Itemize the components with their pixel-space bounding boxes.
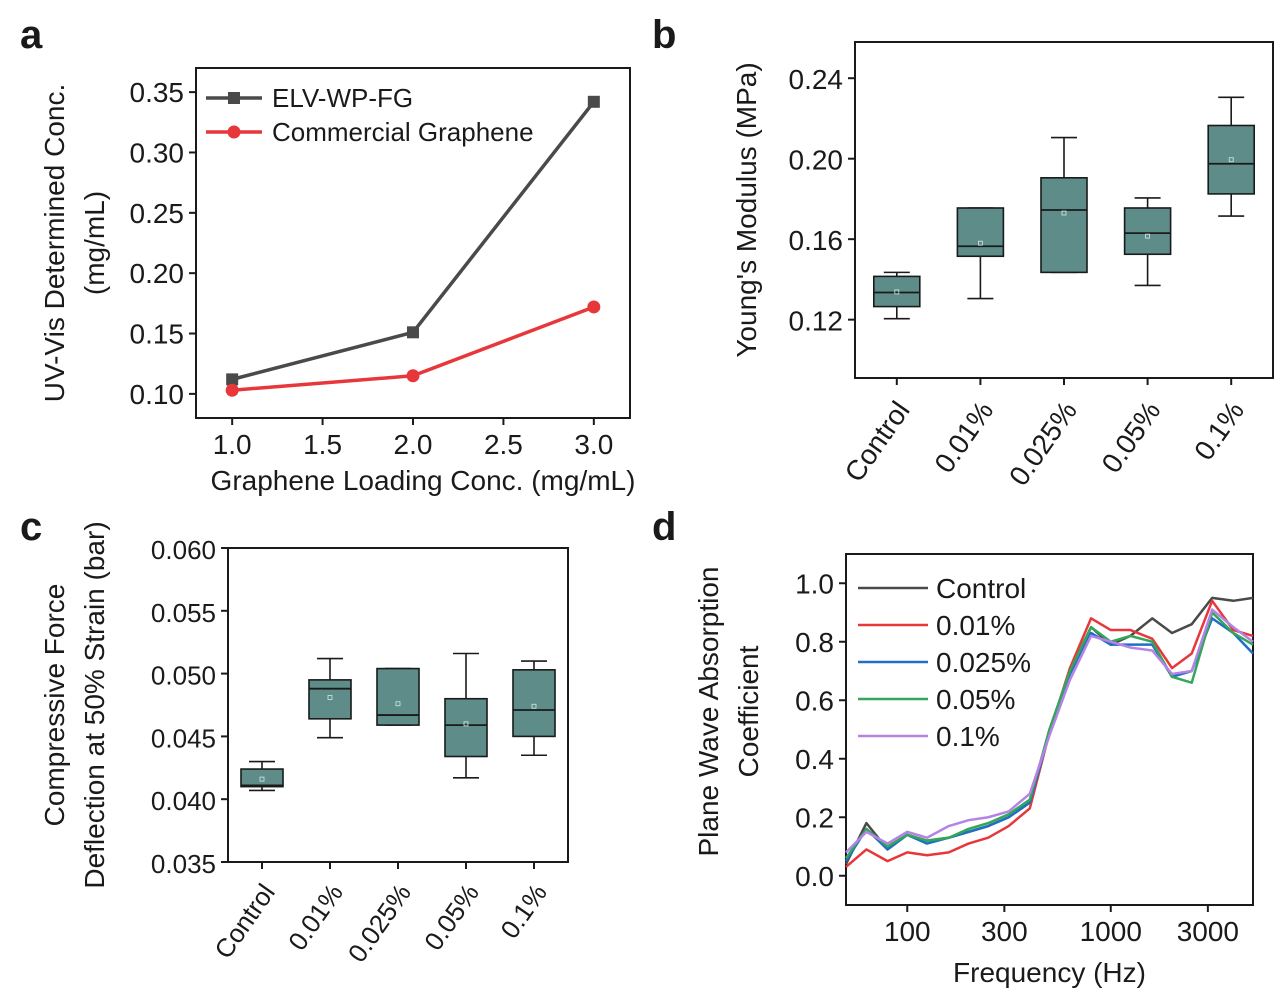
x-category-label: 0.05%	[1096, 396, 1167, 479]
box-body	[872, 275, 921, 308]
data-point-square	[226, 373, 239, 386]
y-tick-label: 0.4	[795, 744, 834, 775]
x-category-label: 0.025%	[1003, 396, 1083, 492]
x-tick-label: 3.0	[574, 429, 613, 460]
y-tick-label: 0.060	[151, 535, 216, 565]
panel-b-box-chart: 0.12 0.16 0.20 0.24 Control 0.01% 0.025% 0.05% 0…	[731, 41, 1274, 492]
box-mean-marker	[978, 240, 983, 246]
y-tick-label: 0.20	[130, 258, 185, 289]
y-tick-label: 0.10	[130, 379, 185, 410]
y-axis-label-line1: UV-Vis Determined Conc.	[39, 84, 70, 403]
y-tick-label: 0.15	[130, 319, 185, 350]
x-tick-label: 1.0	[213, 429, 252, 460]
y-tick-label: 0.30	[130, 137, 185, 168]
series-line-3	[844, 611, 1254, 859]
x-tick-label: 3000	[1177, 916, 1239, 947]
x-category-label: 0.05%	[418, 878, 485, 956]
y-tick-label: 0.0	[795, 861, 834, 892]
box-body	[1123, 207, 1172, 256]
x-category-label: 0.01%	[282, 878, 349, 956]
box-mean-marker	[531, 703, 537, 709]
panel-a-line-chart: 0.10 0.15 0.20 0.25 0.30 0.35 1.0 1.5 2.0 2.5 3.0 G…	[39, 67, 636, 496]
legend-label-0: ELV-WP-FG	[272, 83, 413, 113]
legend-marker	[227, 125, 241, 139]
box-body	[512, 669, 556, 738]
x-tick-label: 2.5	[484, 429, 523, 460]
box-body	[1040, 177, 1088, 274]
x-tick-label: 300	[981, 916, 1028, 947]
y-tick-label: 0.2	[795, 802, 834, 833]
box-mean-marker	[327, 695, 333, 700]
legend-label-4: 0.1%	[936, 721, 1000, 752]
box-mean-marker	[1061, 210, 1067, 216]
y-tick-label: 0.040	[151, 786, 216, 816]
legend-label-0: Control	[936, 573, 1026, 604]
box-mean-marker	[259, 776, 265, 782]
y-axis-label-line2: (mg/mL)	[79, 191, 110, 295]
y-tick-label: 0.6	[795, 685, 834, 716]
box-body	[444, 697, 488, 758]
y-tick-label: 0.16	[789, 225, 844, 256]
x-tick-label: 2.0	[394, 429, 433, 460]
x-tick-label: 100	[884, 916, 931, 947]
series-line-4	[845, 608, 1254, 854]
panel-d-line-chart: 0.0 0.2 0.4 0.6 0.8 1.0 100 300 1000 3000 Frequenc…	[693, 553, 1254, 988]
x-category-label: Control	[839, 396, 916, 488]
data-point-square	[587, 95, 600, 108]
plot-frame-d	[845, 553, 1254, 906]
panel-letter-a: a	[20, 13, 43, 57]
panel-letter-c: c	[20, 505, 42, 549]
panel-letter-b: b	[652, 13, 676, 57]
box-mean-marker	[1228, 157, 1234, 163]
y-axis-label-line1: Compressive Force	[39, 584, 70, 827]
x-axis-label: Frequency (Hz)	[953, 957, 1146, 988]
data-point-circle	[225, 383, 239, 397]
y-tick-label: 0.20	[789, 145, 844, 176]
x-tick-label: 1000	[1080, 916, 1142, 947]
data-point-circle	[587, 300, 601, 314]
box-mean-marker	[463, 721, 469, 727]
y-tick-label: 0.045	[151, 723, 216, 753]
data-point-square	[407, 326, 419, 339]
y-axis-label-line2: Deflection at 50% Strain (bar)	[79, 521, 110, 888]
box-body	[1207, 124, 1255, 195]
y-tick-label: 0.055	[151, 598, 216, 628]
legend-label-2: 0.025%	[936, 647, 1031, 678]
y-axis-label: Young's Modulus (MPa)	[731, 62, 762, 357]
box-body	[376, 667, 420, 726]
panel-letter-d: d	[652, 505, 676, 549]
box-mean-marker	[395, 701, 401, 707]
y-tick-label: 0.25	[130, 198, 185, 229]
x-category-label: Control	[208, 878, 281, 964]
y-tick-label: 0.8	[795, 627, 834, 658]
y-axis-label-line1: Plane Wave Absorption	[693, 566, 724, 856]
box-body	[240, 768, 284, 788]
y-axis-label-line2: Coefficient	[733, 645, 764, 777]
box-body	[308, 679, 352, 720]
data-point-circle	[406, 369, 420, 383]
y-tick-label: 0.35	[130, 77, 185, 108]
y-tick-label: 0.24	[789, 64, 844, 95]
y-tick-label: 1.0	[795, 568, 834, 599]
y-tick-label: 0.12	[789, 306, 844, 337]
x-tick-label: 1.5	[303, 429, 342, 460]
y-tick-label: 0.035	[151, 849, 216, 879]
x-category-label: 0.025%	[342, 878, 417, 967]
x-category-label: 0.1%	[1188, 396, 1250, 466]
box-mean-marker	[1145, 233, 1150, 239]
x-category-label: 0.01%	[928, 396, 999, 479]
legend-label-3: 0.05%	[936, 684, 1015, 715]
box-mean-marker	[894, 289, 900, 295]
x-category-label: 0.1%	[494, 878, 553, 944]
box-body	[956, 207, 1005, 258]
legend-label-1: Commercial Graphene	[272, 117, 534, 147]
y-tick-label: 0.050	[151, 661, 216, 691]
x-axis-label: Graphene Loading Conc. (mg/mL)	[211, 465, 636, 496]
legend-marker	[228, 92, 240, 104]
legend-label-1: 0.01%	[936, 610, 1015, 641]
